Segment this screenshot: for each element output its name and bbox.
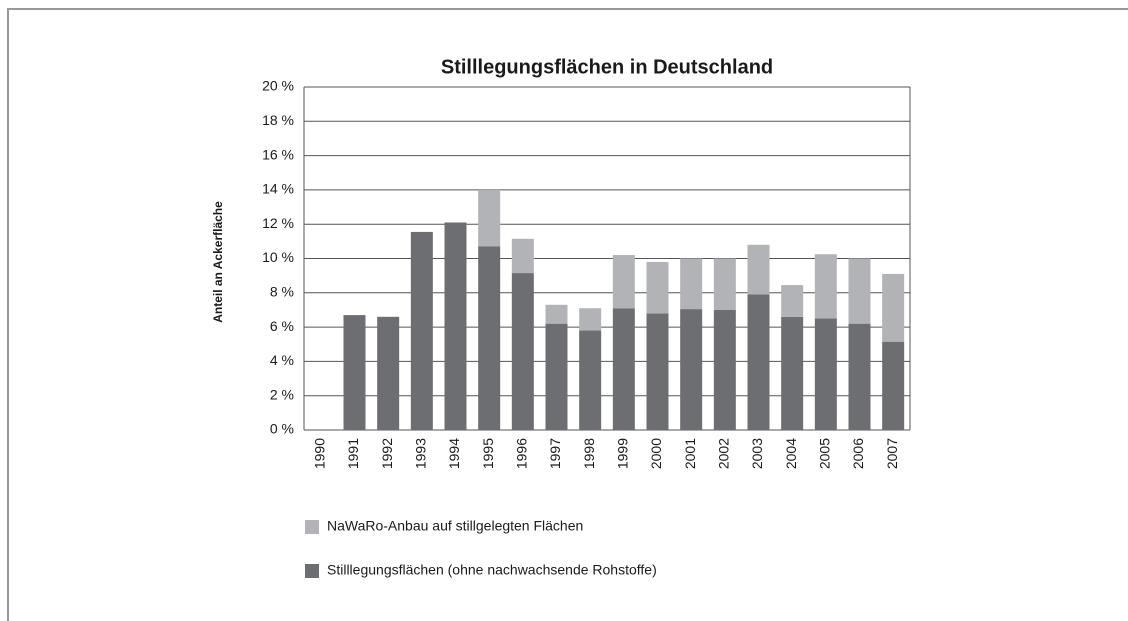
bar-segment [444, 222, 467, 430]
y-tick-label: 20 % [262, 78, 294, 94]
bar-segment [579, 308, 602, 331]
bar-segment [612, 255, 635, 309]
bar-segment [781, 316, 804, 430]
bar-segment [478, 246, 501, 430]
bar-segment [377, 316, 400, 430]
x-tick-label: 2000 [648, 438, 664, 469]
bar-segment [882, 273, 905, 342]
bar-segment [747, 294, 770, 430]
bar-segment [343, 315, 366, 430]
y-tick-label: 10 % [262, 249, 294, 265]
bar-segment [545, 323, 568, 430]
y-tick-label: 6 % [270, 318, 294, 334]
x-tick-label: 2006 [850, 438, 866, 469]
bar-segment [612, 308, 635, 430]
bar-segment [646, 261, 669, 314]
legend-label: NaWaRo-Anbau auf stillgelegten Flächen [327, 518, 583, 534]
x-tick-label: 2007 [884, 438, 900, 469]
x-tick-label: 1998 [581, 438, 597, 469]
x-tick-label: 1991 [345, 438, 361, 469]
x-tick-label: 2004 [783, 438, 799, 469]
x-tick-label: 1995 [480, 438, 496, 469]
x-tick-label: 1999 [615, 438, 631, 469]
bar-segment [747, 244, 770, 295]
bar-segment [713, 258, 736, 310]
bar-segment [814, 318, 837, 430]
x-tick-label: 1997 [547, 438, 563, 469]
y-tick-label: 2 % [270, 386, 294, 402]
x-tick-label: 2001 [682, 438, 698, 469]
legend-swatch [305, 520, 319, 534]
y-tick-label: 4 % [270, 352, 294, 368]
chart-title: Stilllegungsflächen in Deutschland [441, 56, 773, 78]
bar-segment [713, 309, 736, 430]
bar-segment [680, 309, 703, 430]
x-tick-label: 2002 [716, 438, 732, 469]
y-tick-label: 8 % [270, 284, 294, 300]
bar-segment [478, 189, 501, 247]
bar-segment [545, 304, 568, 324]
frame [7, 8, 1128, 621]
y-tick-label: 0 % [270, 421, 294, 437]
bar-segment [579, 330, 602, 430]
y-tick-label: 14 % [262, 181, 294, 197]
bar-segment [680, 258, 703, 310]
x-tick-label: 2003 [749, 438, 765, 469]
legend-label: Stilllegungsflächen (ohne nachwachsende … [327, 562, 657, 578]
x-tick-label: 1990 [312, 438, 328, 469]
x-tick-label: 2005 [817, 438, 833, 469]
bar-segment [848, 323, 871, 430]
x-tick-label: 1996 [514, 438, 530, 469]
bar-segment [410, 231, 433, 430]
legend-swatch [305, 564, 319, 578]
y-tick-label: 18 % [262, 112, 294, 128]
y-tick-label: 12 % [262, 215, 294, 231]
bar-segment [781, 285, 804, 317]
bar-segment [511, 238, 534, 274]
x-tick-label: 1994 [446, 438, 462, 469]
x-tick-label: 1993 [413, 438, 429, 469]
bar-segment [511, 273, 534, 430]
bar-segment [814, 254, 837, 319]
x-tick-label: 1992 [379, 438, 395, 469]
bar-segment [646, 313, 669, 430]
bar-segment [848, 258, 871, 324]
bar-segment [882, 341, 905, 430]
y-tick-label: 16 % [262, 146, 294, 162]
y-axis-label: Anteil an Ackerfläche [211, 201, 225, 323]
